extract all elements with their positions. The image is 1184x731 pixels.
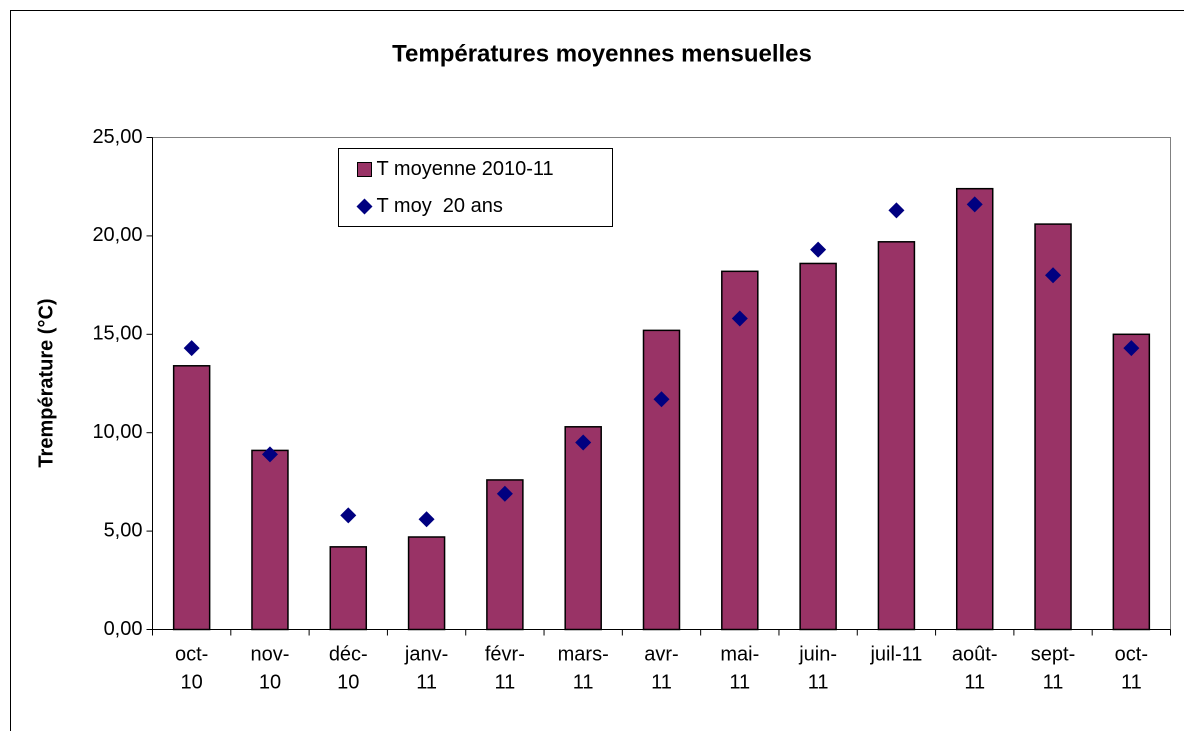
bar	[1034, 223, 1072, 631]
y-tick-label: 15,00	[92, 323, 142, 345]
x-tick-label: janv-11	[404, 644, 448, 694]
x-tick-label: févr-11	[485, 644, 525, 694]
y-tick-label: 20,00	[92, 224, 142, 246]
chart-title: Températures moyennes mensuelles	[392, 40, 812, 67]
bar	[1112, 333, 1151, 631]
y-tick-label: 10,00	[92, 421, 142, 443]
legend-label: T moy 20 ans	[377, 195, 503, 217]
marker	[1045, 267, 1062, 284]
x-tick-label: mars-11	[558, 644, 609, 694]
marker	[418, 511, 435, 528]
y-tick-label: 5,00	[104, 519, 143, 541]
marker	[653, 391, 670, 408]
bar	[955, 187, 994, 631]
x-tick-label: oct-10	[175, 644, 208, 694]
marker	[810, 241, 827, 258]
bar	[486, 479, 524, 631]
marker	[888, 202, 905, 219]
y-tick-label: 25,00	[92, 126, 142, 148]
x-tick-label: oct-11	[1115, 644, 1148, 694]
marker	[183, 340, 200, 357]
marker	[340, 507, 357, 524]
bar	[721, 270, 759, 631]
x-tick-label: avr-11	[644, 644, 678, 694]
marker	[261, 446, 278, 463]
y-axis-label: Trempérature (°C)	[35, 298, 57, 467]
x-tick-label: août-11	[952, 644, 998, 694]
x-tick-label: nov-10	[251, 644, 290, 694]
legend-box	[338, 148, 613, 227]
marker	[1123, 340, 1140, 357]
legend-swatch	[357, 162, 372, 177]
marker	[966, 196, 983, 213]
x-tick-label: déc-10	[329, 644, 368, 694]
marker	[575, 434, 592, 451]
bar	[642, 329, 681, 631]
y-tick-label: 0,00	[104, 618, 143, 640]
bar	[877, 241, 916, 631]
x-tick-label: juil-11	[869, 644, 922, 666]
bar	[799, 262, 837, 631]
bar	[407, 536, 446, 631]
marker	[731, 310, 748, 327]
x-tick-label: sept-11	[1031, 644, 1075, 694]
bar	[564, 426, 602, 631]
bar	[172, 365, 211, 631]
legend-swatch	[356, 198, 373, 215]
bar	[251, 449, 289, 631]
bar	[329, 546, 368, 631]
legend-label: T moyenne 2010-11	[377, 158, 554, 180]
marker	[496, 485, 513, 502]
x-tick-label: juin-11	[798, 644, 837, 694]
x-tick-label: mai-11	[720, 644, 759, 694]
